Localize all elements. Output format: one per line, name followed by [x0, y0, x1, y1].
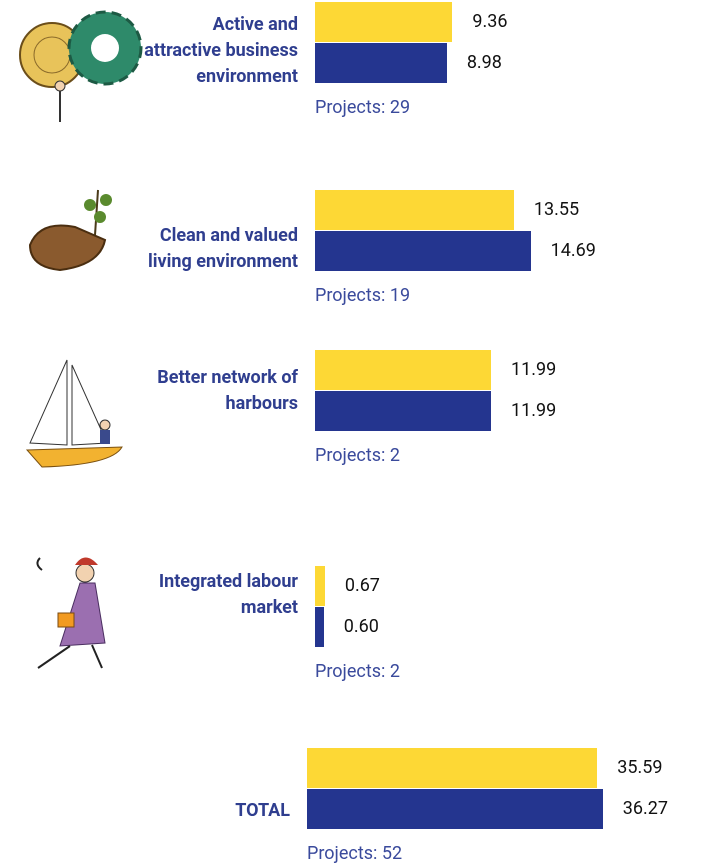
bar [307, 748, 597, 788]
value-label: 35.59 [617, 748, 662, 788]
bar [315, 607, 324, 647]
bar [315, 566, 325, 606]
category-label: Clean and valued living environment [133, 223, 298, 275]
value-label: 9.36 [472, 2, 507, 42]
sailboat-illustration [22, 355, 132, 475]
woman-illustration [30, 548, 120, 673]
value-label: 11.99 [511, 391, 556, 431]
value-label: 0.60 [344, 607, 379, 647]
bar [315, 43, 447, 83]
projects-label: Projects: 29 [315, 96, 410, 120]
category-label: TOTAL [90, 798, 290, 824]
plant-illustration [20, 185, 130, 285]
bar [315, 350, 491, 390]
value-label: 11.99 [511, 350, 556, 390]
value-label: 0.67 [345, 566, 380, 606]
value-label: 8.98 [467, 43, 502, 83]
bar [315, 2, 452, 42]
page: 9.368.98 Projects: 29 Active and attractiv… [0, 0, 702, 865]
category-label: Better network of harbours [133, 365, 298, 417]
projects-label: Projects: 19 [315, 284, 410, 308]
bar [315, 231, 531, 271]
value-label: 36.27 [623, 789, 668, 829]
projects-label: Projects: 52 [307, 842, 402, 865]
bar [315, 391, 491, 431]
bar [315, 190, 514, 230]
category-label: Integrated labour market [133, 569, 298, 621]
value-label: 13.55 [534, 190, 579, 230]
value-label: 14.69 [551, 231, 596, 271]
bar [307, 789, 603, 829]
gear-illustration [10, 0, 150, 125]
category-label: Active and attractive business environme… [133, 12, 298, 90]
projects-label: Projects: 2 [315, 444, 400, 468]
projects-label: Projects: 2 [315, 660, 400, 684]
